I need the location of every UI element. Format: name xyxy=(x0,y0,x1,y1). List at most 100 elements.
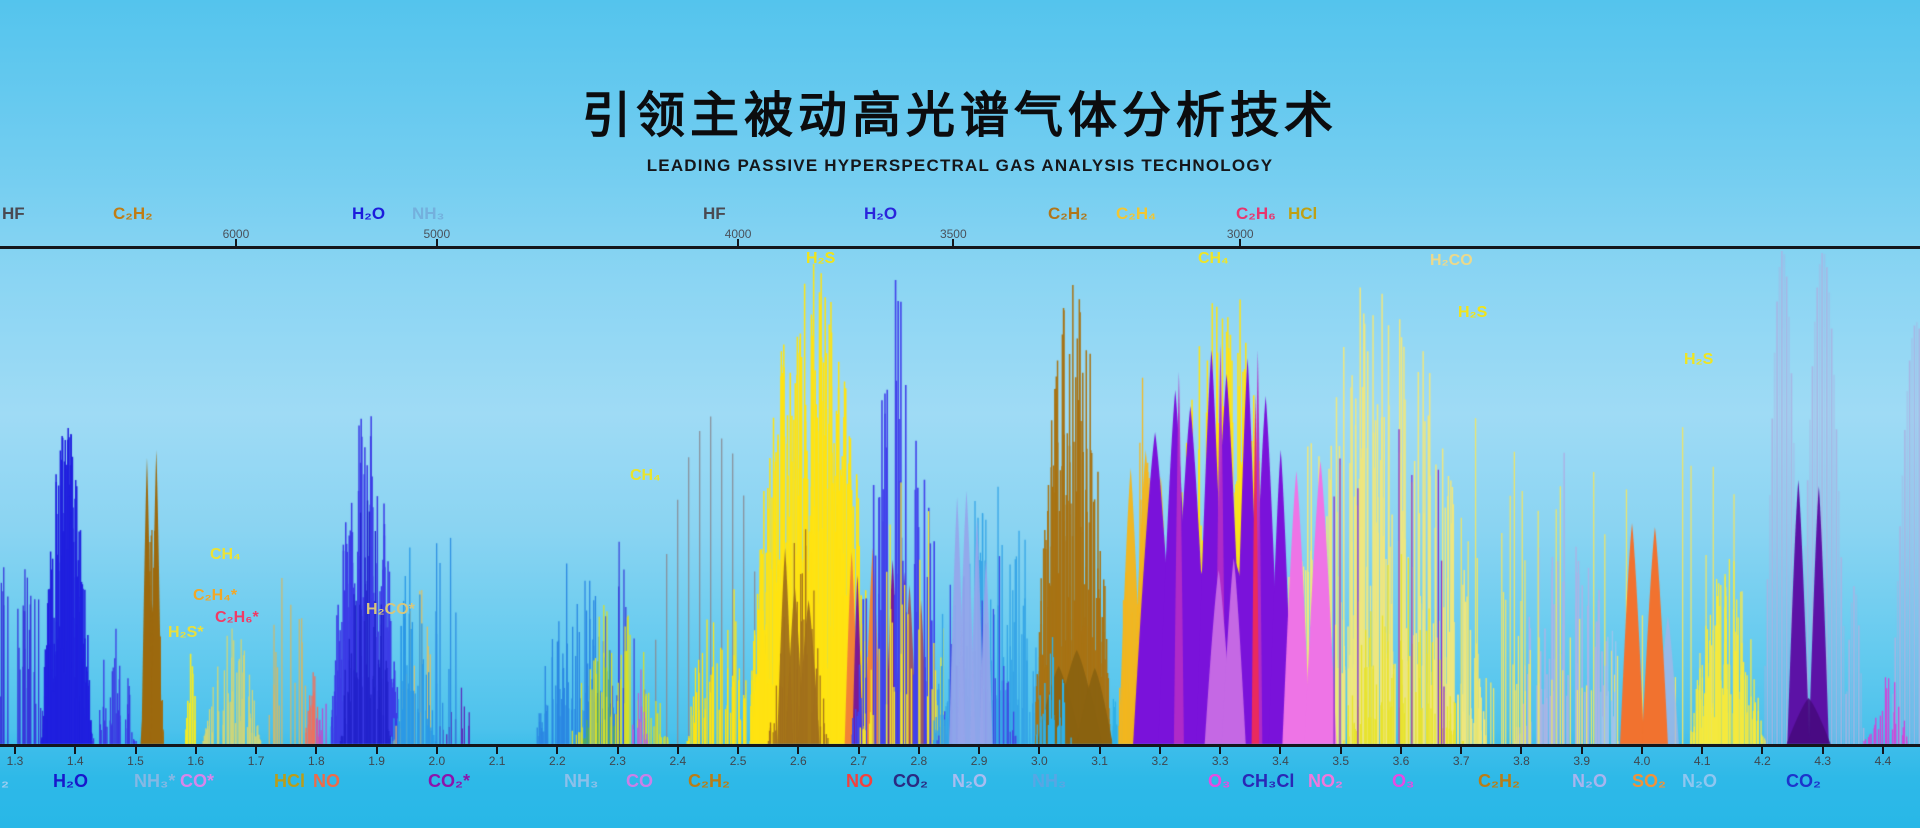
top-tick-label: 3500 xyxy=(939,227,967,241)
top-gas-label: HF xyxy=(703,204,726,223)
bottom-gas-label: CO₂ xyxy=(1786,771,1821,791)
bottom-tick-mark xyxy=(14,747,16,754)
bottom-tick-mark xyxy=(134,747,137,754)
bottom-tick-mark xyxy=(1460,747,1463,754)
bottom-tick-label: 4.3 xyxy=(1814,754,1832,768)
plot-gas-label: H₂S xyxy=(1458,304,1488,321)
bottom-gas-label: N₂O xyxy=(1572,771,1607,791)
plot-gas-label: C₂H₄* xyxy=(193,587,238,604)
bottom-tick-label: 2.1 xyxy=(488,754,506,768)
plot-gas-label: C₂H₆* xyxy=(215,609,259,626)
top-axis-line xyxy=(0,246,1920,249)
bottom-gas-label: N₂O xyxy=(952,771,987,791)
bottom-tick-mark xyxy=(1520,747,1523,754)
bottom-tick-mark xyxy=(1219,747,1222,754)
bottom-tick-mark xyxy=(1158,747,1161,754)
top-gas-label: H₂O xyxy=(864,204,898,223)
bottom-tick-label: 2.6 xyxy=(790,754,807,768)
bottom-tick-label: 1.6 xyxy=(187,754,205,768)
bottom-gas-label: SO₂ xyxy=(1632,771,1667,791)
bottom-tick-label: 3.2 xyxy=(1151,754,1169,768)
bottom-tick-label: 1.5 xyxy=(127,754,144,768)
bottom-tick-label: 4.4 xyxy=(1874,754,1892,768)
bottom-gas-label: C₂H₂ xyxy=(688,771,730,791)
bottom-tick-label: 1.9 xyxy=(368,754,385,768)
bottom-tick-label: 2.0 xyxy=(428,754,446,768)
top-gas-label: H₂O xyxy=(352,204,386,223)
bottom-tick-label: 1.3 xyxy=(6,754,24,768)
top-gas-label: HF xyxy=(2,204,25,223)
bottom-tick-mark xyxy=(857,747,860,754)
bottom-tick-label: 1.7 xyxy=(247,754,265,768)
bottom-tick-mark xyxy=(194,747,197,754)
plot-gas-label: CH₄ xyxy=(630,467,661,484)
bottom-gas-label: NO xyxy=(313,771,340,791)
bottom-gas-label: C₂H₂ xyxy=(1478,771,1520,791)
bottom-tick-mark xyxy=(917,747,920,754)
bottom-tick-mark xyxy=(1640,747,1643,754)
top-gas-label: C₂H₄ xyxy=(1116,204,1157,223)
bottom-gas-label: NO₂ xyxy=(1308,771,1343,791)
page-subtitle: LEADING PASSIVE HYPERSPECTRAL GAS ANALYS… xyxy=(646,156,1274,175)
plot-gas-label: CH₄ xyxy=(1198,250,1229,267)
bottom-gas-label: CO₂ xyxy=(893,771,928,791)
bottom-tick-label: 2.8 xyxy=(910,754,928,768)
top-tick-mark xyxy=(737,239,740,246)
bottom-axis-line xyxy=(0,744,1920,747)
bottom-tick-mark xyxy=(1038,747,1041,754)
bottom-tick-mark xyxy=(1701,747,1704,754)
bottom-tick-label: 1.4 xyxy=(66,754,84,768)
bottom-gas-label: ₂ xyxy=(1,771,9,791)
bottom-tick-label: 3.5 xyxy=(1332,754,1350,768)
top-gas-label: C₂H₂ xyxy=(1048,204,1088,223)
bottom-tick-label: 2.5 xyxy=(729,754,747,768)
bottom-tick-mark xyxy=(1882,747,1884,754)
bottom-tick-mark xyxy=(616,747,619,754)
plot-gas-label: H₂CO* xyxy=(366,601,415,618)
bottom-gas-label: CO xyxy=(626,771,653,791)
bottom-tick-label: 2.9 xyxy=(970,754,988,768)
bottom-tick-mark xyxy=(255,747,258,754)
bottom-tick-mark xyxy=(1399,747,1402,754)
bottom-tick-mark xyxy=(496,747,499,754)
bottom-tick-mark xyxy=(74,747,77,754)
top-gas-label: C₂H₂ xyxy=(113,204,153,223)
plot-gas-label: H₂S* xyxy=(168,624,204,641)
bottom-tick-label: 4.2 xyxy=(1754,754,1771,768)
top-tick-label: 3000 xyxy=(1226,227,1254,241)
bottom-tick-mark xyxy=(1339,747,1342,754)
top-tick-mark xyxy=(1239,239,1242,246)
bottom-tick-mark xyxy=(978,747,981,754)
bottom-tick-label: 2.4 xyxy=(669,754,687,768)
top-tick-mark xyxy=(952,239,955,246)
bottom-tick-mark xyxy=(676,747,679,754)
top-tick-label: 6000 xyxy=(222,227,250,241)
bottom-tick-label: 3.6 xyxy=(1392,754,1410,768)
bottom-tick-label: 3.3 xyxy=(1211,754,1229,768)
bottom-gas-label: NH₃ xyxy=(564,771,599,791)
bottom-tick-label: 1.8 xyxy=(307,754,325,768)
bottom-tick-mark xyxy=(1098,747,1101,754)
bottom-gas-label: HCl xyxy=(274,771,305,791)
bottom-tick-label: 3.8 xyxy=(1513,754,1530,768)
bottom-gas-label: H₂O xyxy=(53,771,88,791)
page-title: 引领主被动高光谱气体分析技术 xyxy=(581,89,1338,143)
bottom-tick-mark xyxy=(556,747,559,754)
plot-gas-label: H₂S xyxy=(806,250,836,267)
plot-gas-label: H₂CO xyxy=(1430,252,1473,269)
bottom-gas-label: N₂O xyxy=(1682,771,1717,791)
bottom-tick-label: 3.4 xyxy=(1272,754,1289,768)
bottom-tick-mark xyxy=(797,747,800,754)
bottom-tick-mark xyxy=(1821,747,1824,754)
bottom-tick-label: 4.1 xyxy=(1693,754,1711,768)
plot-gas-label: CH₄ xyxy=(210,546,241,563)
bottom-tick-mark xyxy=(1279,747,1282,754)
bottom-tick-mark xyxy=(375,747,378,754)
bottom-tick-mark xyxy=(737,747,740,754)
bottom-gas-label: CO₂* xyxy=(428,771,471,791)
bottom-tick-mark xyxy=(435,747,438,754)
bottom-tick-mark xyxy=(1761,747,1764,754)
bottom-tick-label: 3.1 xyxy=(1091,754,1108,768)
